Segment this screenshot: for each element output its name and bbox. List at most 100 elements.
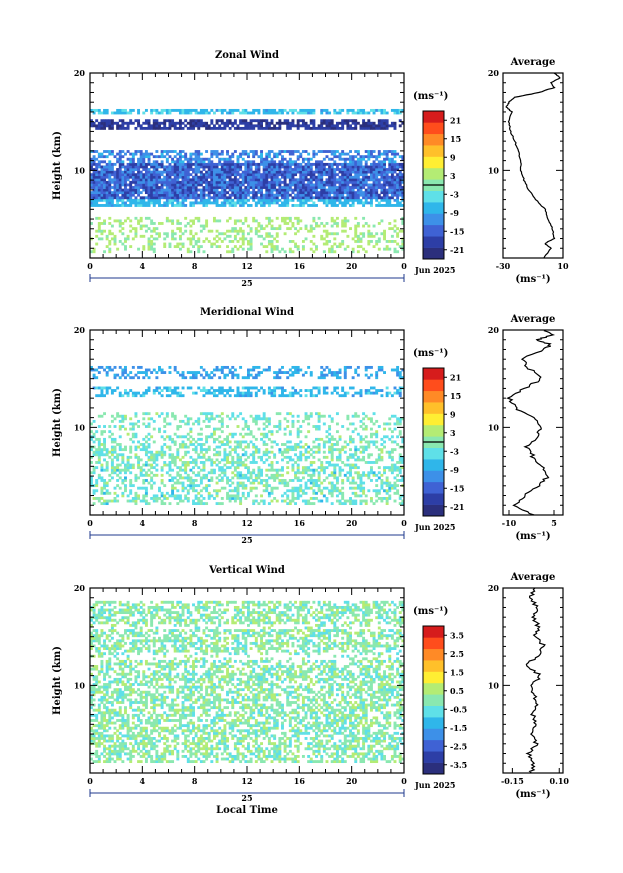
heatmap-cell [244, 466, 248, 470]
heatmap-cell [178, 196, 182, 200]
heatmap-cell [189, 111, 193, 115]
heatmap-cell [349, 157, 352, 161]
heatmap-cell [265, 484, 269, 488]
heatmap-cell [367, 150, 371, 153]
heatmap-cell [283, 204, 287, 207]
heatmap-cell [286, 419, 290, 423]
heatmap-cell [317, 160, 321, 164]
heatmap-cell [286, 440, 290, 444]
heatmap-cell [103, 491, 106, 495]
heatmap-cell [226, 491, 229, 495]
heatmap-cell [168, 245, 172, 249]
heatmap-cell [364, 445, 368, 449]
heatmap-cell [325, 486, 329, 490]
heatmap-cell [270, 180, 274, 184]
heatmap-cell [212, 124, 216, 128]
heatmap-cell [118, 152, 122, 156]
heatmap-cell [192, 183, 195, 187]
heatmap-cell [152, 168, 156, 171]
heatmap-cell [90, 165, 93, 169]
heatmap-cell [304, 183, 308, 187]
heatmap-cell [330, 486, 334, 490]
heatmap-cell [349, 170, 352, 174]
heatmap-cell [194, 173, 198, 177]
heatmap-cell [262, 417, 266, 421]
heatmap-cell [228, 165, 232, 169]
heatmap-cell [113, 499, 117, 503]
heatmap-cell [194, 240, 198, 243]
heatmap-cell [351, 499, 355, 503]
heatmap-cell [118, 453, 122, 457]
heatmap-cell [92, 191, 96, 195]
heatmap-cell [380, 458, 384, 462]
heatmap-cell [194, 450, 198, 454]
heatmap-cell [100, 448, 104, 452]
heatmap-cell [103, 126, 106, 130]
heatmap-cell [291, 224, 295, 228]
heatmap-cell [199, 481, 203, 485]
heatmap-cell [171, 484, 175, 488]
heatmap-cell [396, 435, 400, 439]
heatmap-cell [207, 240, 211, 243]
heatmap-cell [338, 175, 342, 179]
heatmap-cell [90, 479, 93, 482]
heatmap-cell [283, 193, 287, 197]
heatmap-cell [171, 458, 175, 462]
heatmap-cell [142, 234, 146, 238]
heatmap-cell [364, 198, 368, 202]
heatmap-cell [390, 440, 394, 444]
heatmap-cell [307, 160, 311, 164]
heatmap-cell [301, 175, 305, 179]
heatmap-cell [291, 124, 295, 128]
heatmap-cell [398, 417, 402, 421]
heatmap-cell [335, 463, 339, 467]
heatmap-cell [184, 108, 188, 112]
heatmap-cell [168, 180, 172, 184]
heatmap-cell [189, 119, 193, 123]
heatmap-cell [335, 111, 339, 115]
heatmap-cell [309, 180, 313, 184]
heatmap-cell [275, 121, 279, 125]
heatmap-cell [118, 224, 122, 228]
heatmap-cell [401, 173, 405, 177]
heatmap-cell [388, 191, 392, 195]
heatmap-cell [92, 450, 96, 454]
heatmap-cell [171, 121, 175, 125]
heatmap-cell [165, 119, 169, 123]
heatmap-cell [369, 471, 373, 475]
heatmap-cell [377, 168, 381, 171]
heatmap-cell [95, 119, 99, 123]
heatmap-cell [236, 473, 240, 477]
heatmap-cell [197, 180, 201, 184]
heatmap-cell [375, 458, 379, 462]
heatmap-cell [307, 173, 311, 177]
heatmap-cell [202, 250, 206, 254]
heatmap-cell [97, 237, 101, 241]
heatmap-cell [299, 170, 303, 174]
heatmap-cell [320, 173, 324, 177]
heatmap-cell [390, 196, 394, 200]
heatmap-cell [220, 240, 224, 243]
heatmap-cell [220, 440, 224, 444]
heatmap-cell [265, 417, 269, 421]
heatmap-cell [335, 186, 339, 189]
heatmap-cell [144, 229, 148, 233]
heatmap-cell [325, 435, 329, 439]
heatmap-cell [176, 222, 180, 225]
heatmap-cell [260, 198, 263, 202]
heatmap-cell [286, 170, 290, 174]
heatmap-cell [92, 160, 96, 164]
heatmap-cell [328, 186, 332, 189]
heatmap-cell [354, 196, 358, 200]
heatmap-cell [369, 193, 373, 197]
heatmap-cell [218, 232, 222, 236]
heatmap-cell [364, 427, 368, 431]
heatmap-cell [181, 481, 185, 485]
heatmap-cell [296, 150, 300, 153]
heatmap-cell [325, 178, 329, 182]
heatmap-cell [252, 450, 256, 454]
heatmap-cell [283, 173, 287, 177]
heatmap-cell [142, 155, 146, 159]
heatmap-cell [236, 491, 240, 495]
heatmap-cell [163, 191, 167, 195]
